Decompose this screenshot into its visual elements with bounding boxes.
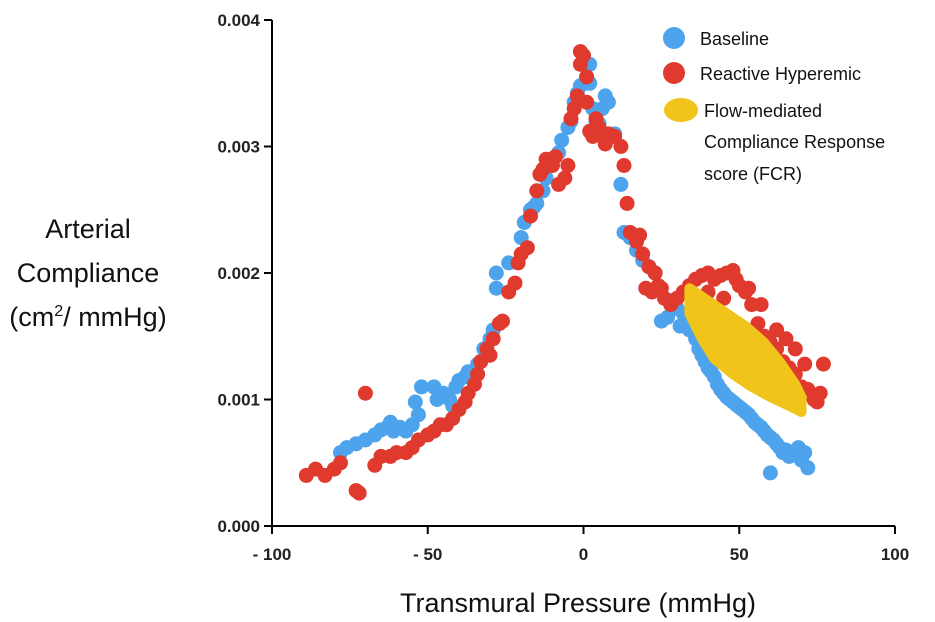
y-tick-label: 0.003: [217, 138, 260, 157]
reactive-hyperemic-point: [728, 271, 744, 287]
reactive-hyperemic-point: [815, 356, 831, 372]
reactive-hyperemic-point: [741, 280, 757, 296]
baseline-point: [529, 195, 545, 211]
baseline-point: [554, 132, 570, 148]
reactive-hyperemic-point: [495, 313, 510, 329]
legend-label-fcr-line-2: Compliance Response: [704, 132, 885, 152]
baseline-point: [410, 407, 426, 423]
baseline-point: [600, 94, 616, 110]
y-axis-title-line-2: Compliance: [17, 258, 160, 288]
y-axis-unit-part-2: / mmHg): [63, 302, 167, 332]
reactive-hyperemic-point: [566, 101, 582, 117]
reactive-hyperemic-point: [519, 240, 535, 256]
reactive-hyperemic-point: [769, 322, 785, 338]
reactive-hyperemic-point: [351, 485, 367, 501]
reactive-hyperemic-point: [787, 341, 803, 357]
reactive-hyperemic-point: [647, 265, 663, 281]
reactive-hyperemic-point: [716, 290, 732, 306]
reactive-hyperemic-point: [619, 195, 635, 211]
baseline-point: [414, 379, 429, 395]
reactive-hyperemic-point: [753, 297, 769, 313]
reactive-hyperemic-point: [797, 356, 813, 372]
legend-marker-fcr: [664, 98, 698, 122]
reactive-hyperemic-point: [507, 275, 523, 291]
y-axis-title-line-3: (cm2/ mmHg): [9, 302, 166, 332]
reactive-hyperemic-point: [778, 331, 794, 347]
x-tick-label: - 50: [413, 545, 442, 564]
reactive-hyperemic-point: [635, 246, 651, 262]
x-tick-label: - 100: [253, 545, 292, 564]
y-tick-label: 0.000: [217, 517, 260, 536]
legend-marker-baseline: [663, 27, 685, 49]
legend-label-reactive-hyperemic: Reactive Hyperemic: [700, 64, 861, 84]
baseline-point: [762, 465, 778, 481]
y-tick-label: 0.004: [217, 11, 260, 30]
fcr-region: [684, 283, 807, 418]
reactive-hyperemic-point: [485, 331, 501, 347]
baseline-point: [407, 394, 423, 410]
baseline-point: [488, 280, 504, 296]
reactive-hyperemic-point: [576, 47, 591, 63]
reactive-hyperemic-point: [470, 366, 486, 382]
reactive-hyperemic-point: [357, 385, 373, 401]
reactive-hyperemic-point: [638, 280, 654, 296]
reactive-hyperemic-point: [529, 183, 545, 199]
baseline-point: [797, 445, 813, 461]
reactive-hyperemic-point: [616, 158, 632, 173]
y-axis-title: Arterial Compliance (cm2/ mmHg): [9, 214, 166, 332]
x-tick-label: 100: [881, 545, 909, 564]
y-axis-title-line-1: Arterial: [45, 214, 131, 244]
legend-label-fcr-line-1: Flow-mediated: [704, 101, 822, 121]
y-tick-label: 0.002: [217, 264, 260, 283]
reactive-hyperemic-point: [482, 347, 498, 363]
legend-label-fcr-line-3: score (FCR): [704, 164, 802, 184]
reactive-hyperemic-point: [579, 69, 595, 85]
x-ticks: - 100 - 50 0 50 100: [253, 526, 909, 564]
legend-label-baseline: Baseline: [700, 29, 769, 49]
baseline-point: [800, 460, 816, 476]
baseline-point: [660, 309, 676, 325]
baseline-point: [488, 265, 504, 281]
reactive-hyperemic-point: [812, 385, 828, 401]
y-axis-unit-superscript: 2: [54, 303, 63, 320]
reactive-hyperemic-point: [632, 227, 648, 243]
reactive-hyperemic-point: [548, 149, 563, 165]
y-tick-label: 0.001: [217, 391, 260, 410]
data-points-layer: [298, 44, 831, 501]
baseline-point: [613, 176, 629, 192]
reactive-hyperemic-point: [560, 158, 576, 173]
reactive-hyperemic-point: [333, 455, 348, 471]
reactive-hyperemic-point: [579, 94, 595, 110]
reactive-hyperemic-point: [523, 208, 538, 224]
reactive-hyperemic-point: [613, 139, 629, 154]
reactive-hyperemic-point: [557, 170, 573, 186]
x-tick-label: 0: [579, 545, 588, 564]
x-tick-label: 50: [730, 545, 749, 564]
legend-marker-reactive-hyperemic: [663, 62, 685, 84]
legend: Baseline Reactive Hyperemic Flow-mediate…: [663, 27, 885, 184]
y-ticks: 0.000 0.001 0.002 0.003 0.004: [217, 11, 272, 536]
y-axis-unit-part-1: (cm: [9, 302, 54, 332]
x-axis-title: Transmural Pressure (mmHg): [400, 588, 756, 618]
